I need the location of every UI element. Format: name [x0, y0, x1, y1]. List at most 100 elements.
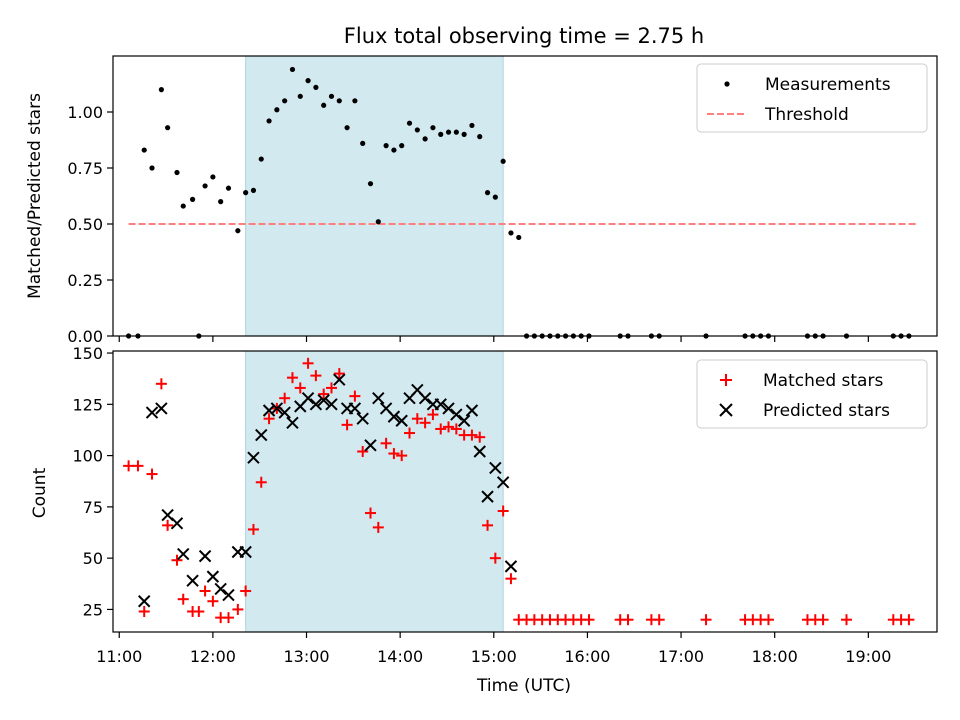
predicted-star-point [247, 451, 260, 464]
x-tick-label: 13:00 [283, 647, 329, 666]
measurement-point [289, 66, 296, 73]
measurement-point [399, 143, 405, 149]
matched-star-point [365, 507, 376, 519]
matched-star-point [482, 519, 494, 531]
measurement-point [336, 98, 342, 104]
matched-star-point [700, 614, 712, 626]
legend-label-measurements: Measurements [765, 75, 891, 95]
matched-star-point [171, 554, 183, 566]
x-ticks-top [118, 336, 869, 342]
matched-star-point [255, 476, 267, 488]
predicted-star-point [504, 560, 518, 573]
measurement-point [508, 230, 514, 236]
matched-star-point [132, 460, 144, 472]
predicted-star-point [145, 406, 159, 419]
measurement-point [430, 125, 436, 131]
axes-frame-top [112, 55, 938, 337]
matched-star-point [474, 431, 486, 443]
measurement-point [321, 102, 327, 108]
measurement-point [484, 190, 491, 196]
predicted-star-point [348, 402, 362, 415]
measurement-point [218, 199, 224, 205]
matched-star-point [450, 423, 462, 435]
measurement-point [225, 185, 232, 191]
matched-star-point [505, 573, 517, 585]
predicted-star-point [489, 461, 502, 475]
matched-star-point [302, 357, 314, 369]
predicted-star-point [325, 398, 338, 411]
predicted-star-point [262, 404, 276, 417]
matched-stars-layer [123, 357, 915, 626]
matched-star-point [840, 614, 852, 626]
measurement-point [266, 118, 272, 124]
legend-marker-measurements [724, 81, 730, 87]
matched-star-point [279, 392, 291, 404]
measurement-point [422, 136, 428, 142]
measurement-point [180, 203, 186, 209]
predicted-star-point [239, 545, 252, 559]
y-tick-label: 100 [72, 447, 103, 466]
measurement-point [202, 183, 208, 189]
measurement-point [391, 147, 397, 153]
measurement-point [235, 228, 241, 234]
y-axis-label-top: Matched/Predicted stars [25, 93, 45, 299]
matched-star-point [497, 505, 509, 517]
predicted-stars-layer [138, 373, 518, 608]
x-tick-label: 15:00 [471, 647, 517, 666]
matched-star-point [653, 614, 665, 626]
legend-top: Measurements Threshold [696, 63, 928, 133]
matched-star-point [155, 378, 167, 390]
measurement-point [210, 174, 216, 180]
measurement-point [274, 107, 280, 113]
measurement-point [352, 98, 358, 104]
matched-star-point [263, 413, 275, 425]
predicted-star-point [301, 391, 315, 405]
legend-label-predicted: Predicted stars [763, 401, 890, 421]
measurement-point [414, 127, 420, 133]
predicted-star-point [364, 439, 377, 452]
measurement-point [477, 134, 483, 140]
y-tick-label: 1.00 [67, 103, 103, 122]
predicted-star-point [387, 410, 401, 423]
predicted-star-point [465, 404, 479, 417]
matched-star-point [247, 523, 259, 535]
x-tick-label: 19:00 [845, 647, 891, 666]
predicted-star-point [170, 517, 184, 530]
matched-star-point [138, 605, 150, 617]
legend-marker-matched [720, 374, 732, 386]
legend-box [696, 63, 928, 133]
matched-star-point [294, 382, 306, 394]
legend-bottom: Matched stars Predicted stars [696, 359, 928, 429]
matched-star-point [310, 370, 322, 382]
matched-star-point [333, 368, 345, 380]
measurement-point [258, 156, 264, 162]
matched-star-point [341, 419, 353, 431]
matched-star-point [193, 605, 205, 617]
predicted-star-point [395, 414, 408, 427]
matched-star-point [232, 603, 244, 615]
y-tick-label: 0.00 [67, 327, 103, 346]
y-ticks-bottom: 25 50 75 100 125 150 [72, 344, 113, 619]
x-tick-label: 18:00 [752, 647, 798, 666]
matched-star-point [443, 421, 455, 433]
predicted-star-point [309, 398, 323, 411]
predicted-star-point [198, 549, 212, 563]
measurement-point [344, 125, 350, 131]
matched-star-point [396, 450, 408, 462]
predicted-star-point [317, 394, 330, 407]
matched-star-point [380, 437, 392, 449]
measurement-point [250, 187, 257, 193]
matched-star-point [762, 614, 774, 626]
x-tick-label: 14:00 [377, 647, 423, 666]
panel-count: 25 50 75 100 125 150 11:00 12:00 13:00 14:00 15:0… [30, 344, 938, 696]
measurement-point [141, 147, 147, 153]
x-axis-label: Time (UTC) [476, 676, 571, 696]
measurement-point [313, 84, 319, 90]
measurement-point [469, 122, 475, 129]
predicted-star-point [214, 582, 227, 596]
predicted-star-point [356, 412, 369, 425]
matched-star-point [146, 468, 158, 480]
measurement-point [445, 129, 452, 135]
legend-label-threshold: Threshold [764, 105, 849, 125]
